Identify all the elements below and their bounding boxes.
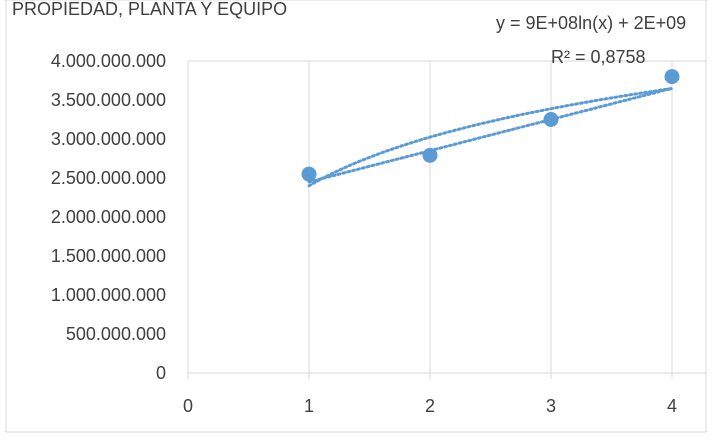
y-tick-label: 0 — [156, 363, 166, 383]
x-tick-label: 4 — [667, 396, 677, 416]
x-tick-label: 2 — [425, 396, 435, 416]
y-tick-label: 4.000.000.000 — [51, 51, 166, 71]
r-squared-label: R² = 0,8758 — [551, 47, 646, 67]
trendline-equation: y = 9E+08ln(x) + 2E+09 — [496, 13, 686, 33]
trendline-logarithmic — [307, 87, 674, 188]
data-point — [664, 69, 680, 85]
x-tick-label: 3 — [546, 396, 556, 416]
data-point — [301, 166, 317, 182]
data-point — [422, 147, 438, 163]
markers — [301, 69, 680, 182]
y-tick-label: 1.500.000.000 — [51, 246, 166, 266]
y-tick-label: 3.500.000.000 — [51, 90, 166, 110]
trendlines — [307, 86, 674, 188]
tick-labels: 0 500.000.000 1.000.000.000 1.500.000.000 2.… — [51, 51, 677, 416]
x-tick-label: 1 — [304, 396, 314, 416]
y-tick-label: 500.000.000 — [66, 324, 166, 344]
chart-title: PROPIEDAD, PLANTA Y EQUIPO — [12, 0, 287, 19]
y-tick-label: 2.000.000.000 — [51, 207, 166, 227]
grid — [187, 60, 706, 379]
data-point — [543, 112, 559, 127]
x-tick-label: 0 — [183, 396, 193, 416]
y-tick-label: 2.500.000.000 — [51, 168, 166, 188]
trendline-linear — [307, 86, 674, 184]
y-tick-label: 1.000.000.000 — [51, 285, 166, 305]
chart-border — [5, 0, 707, 433]
y-tick-label: 3.000.000.000 — [51, 129, 166, 149]
